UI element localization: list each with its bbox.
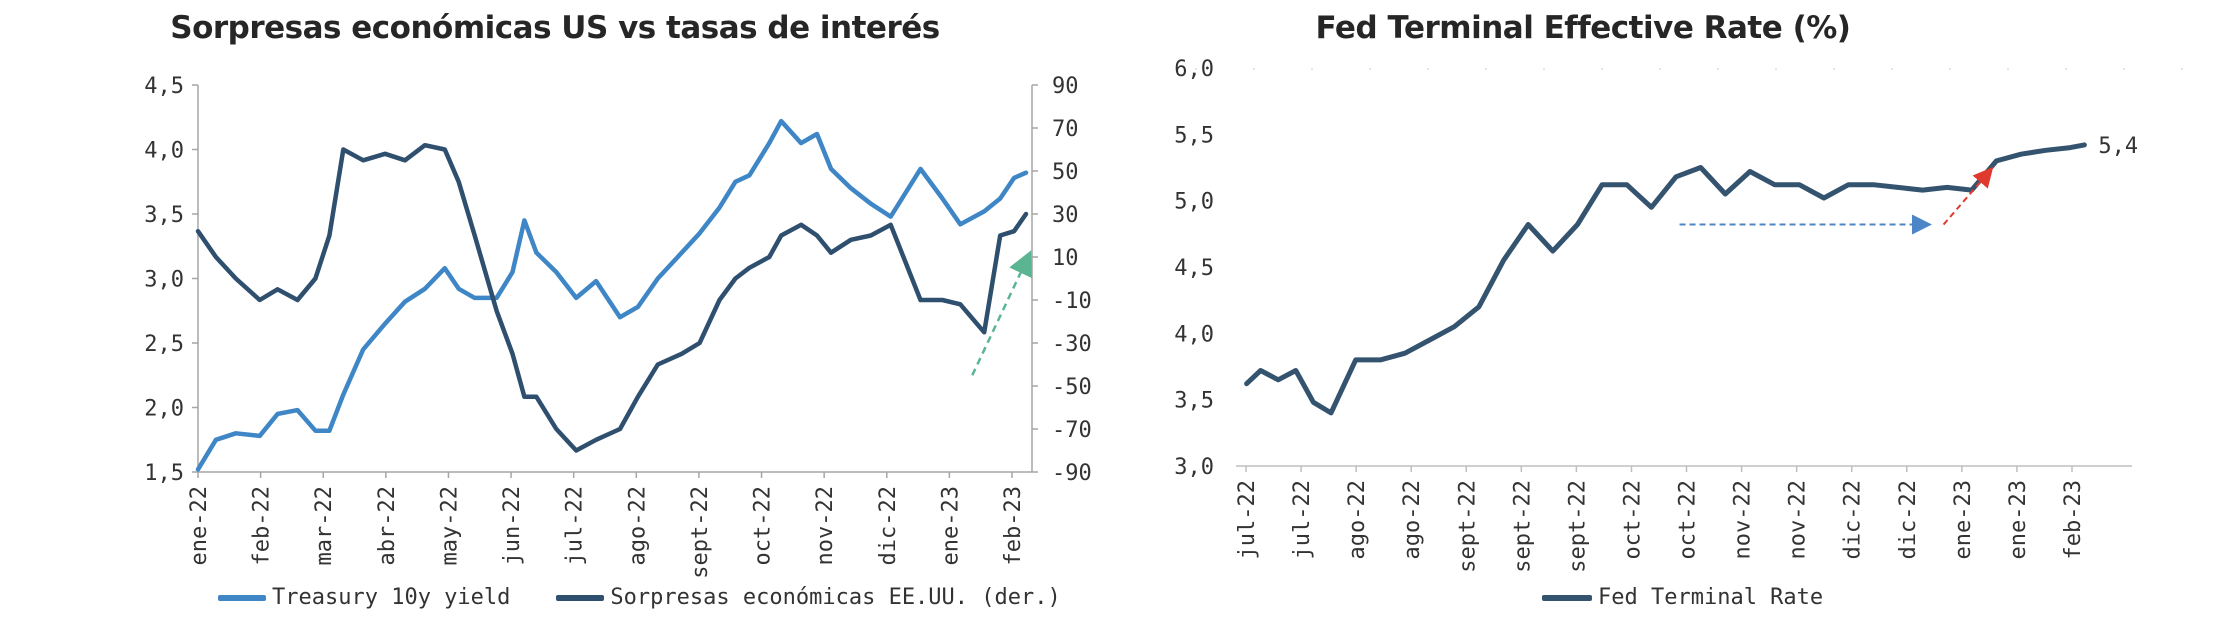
y-tick-label: 5,5 (1174, 123, 1214, 148)
x-tick-label: sept-22 (688, 486, 713, 579)
x-tick-label: dic-22 (1841, 480, 1866, 559)
y2-tick-label: 70 (1052, 117, 1079, 142)
x-tick-label: oct-22 (1620, 480, 1645, 559)
x-tick-label: ene-23 (1951, 480, 1976, 559)
y-tick-label: 3,5 (144, 203, 184, 228)
chart-panel-left: Sorpresas económicas US vs tasas de inte… (144, 10, 1092, 610)
legend-item-sorpresas: Sorpresas económicas EE.UU. (der.) (556, 585, 1061, 610)
x-tick-label: jul-22 (1290, 480, 1315, 559)
y-tick-label: 5,0 (1174, 190, 1214, 215)
x-tick-label: sept-22 (1510, 480, 1535, 573)
x-tick-label: oct-22 (751, 486, 776, 565)
y-tick-label: 3,5 (1174, 389, 1214, 414)
chart-plot: 3,0 3,5 4,0 4,5 5,0 5,5 6,0 jul-22 jul-22 ago-22 a… (1174, 57, 2183, 573)
legend-item-treasury: Treasury 10y yield (218, 585, 510, 610)
x-tick-label: abr-22 (375, 486, 400, 565)
x-tick-label: feb-23 (2061, 480, 2086, 559)
x-tick-label: ago-22 (1400, 480, 1425, 559)
y2-tick-label: -10 (1052, 289, 1092, 314)
x-tick-label: jul-22 (1235, 480, 1260, 559)
legend-item-fed-terminal-rate: Fed Terminal Rate (1542, 585, 1823, 610)
x-tick-label: jun-22 (500, 486, 525, 565)
x-tick-label: sept-22 (1565, 480, 1590, 573)
y2-tick-label: 30 (1052, 203, 1079, 228)
chart-title: Sorpresas económicas US vs tasas de inte… (170, 10, 940, 46)
y-tick-label: 2,5 (144, 332, 184, 357)
y2-tick-label: 10 (1052, 246, 1079, 271)
chart-panel-right: Fed Terminal Effective Rate (%) 3,0 3,5 4,… (1110, 0, 2216, 638)
legend-label: Treasury 10y yield (272, 585, 511, 610)
chart-title: Fed Terminal Effective Rate (%) (1315, 10, 1851, 46)
y-tick-label: 6,0 (1174, 57, 1214, 82)
chart-legend: Fed Terminal Rate (1542, 585, 1823, 610)
x-tick-label: ago-22 (1345, 480, 1370, 559)
x-tick-label: ago-22 (625, 486, 650, 565)
y-tick-label: 4,5 (1174, 256, 1214, 281)
chart-plot: 1,5 2,0 2,5 3,0 3,5 4,0 4,5 -90 -70 -50 -30 -10 10 30… (144, 74, 1092, 579)
y-tick-label: 1,5 (144, 461, 184, 486)
trend-arrow (1942, 166, 1994, 226)
x-tick-label: ene-22 (187, 486, 212, 565)
y2-tick-label: 50 (1052, 160, 1079, 185)
series-line (195, 142, 1029, 453)
x-tick-label: feb-22 (250, 486, 275, 565)
legend-swatch (218, 594, 266, 601)
x-tick-label: ene-23 (938, 486, 963, 565)
series-line (195, 118, 1029, 472)
y-tick-label: 4,0 (144, 139, 184, 164)
x-tick-label: dic-22 (1896, 480, 1921, 559)
y2-tick-label: 90 (1052, 74, 1079, 99)
x-tick-label: nov-22 (1731, 480, 1756, 559)
y2-tick-label: -50 (1052, 375, 1092, 400)
x-tick-label: dic-22 (876, 486, 901, 565)
x-tick-label: may-22 (437, 486, 462, 565)
x-tick-label: sept-22 (1455, 480, 1480, 573)
y-tick-label: 3,0 (1174, 455, 1214, 480)
y2-tick-label: -30 (1052, 332, 1092, 357)
y2-tick-label: -90 (1052, 461, 1092, 486)
legend-label: Sorpresas económicas EE.UU. (der.) (610, 585, 1061, 610)
x-tick-label: nov-22 (813, 486, 838, 565)
legend-swatch (556, 594, 605, 601)
legend-swatch (1542, 594, 1592, 601)
x-tick-label: oct-22 (1676, 480, 1701, 559)
trend-arrow (971, 250, 1032, 376)
x-tick-label: nov-22 (1786, 480, 1811, 559)
end-value-label: 5,4 (2098, 134, 2138, 159)
y-tick-label: 4,5 (144, 74, 184, 99)
y-tick-label: 2,0 (144, 397, 184, 422)
series-line (1244, 142, 2087, 416)
x-tick-label: ene-23 (2006, 480, 2031, 559)
legend-label: Fed Terminal Rate (1598, 585, 1824, 610)
x-tick-label: feb-23 (1001, 486, 1026, 565)
x-tick-label: jul-22 (563, 486, 588, 565)
x-tick-label: mar-22 (312, 486, 337, 565)
chart-legend: Treasury 10y yield Sorpresas económicas … (218, 585, 1061, 610)
y-tick-label: 3,0 (144, 268, 184, 293)
y-tick-label: 4,0 (1174, 322, 1214, 347)
y2-tick-label: -70 (1052, 418, 1092, 443)
